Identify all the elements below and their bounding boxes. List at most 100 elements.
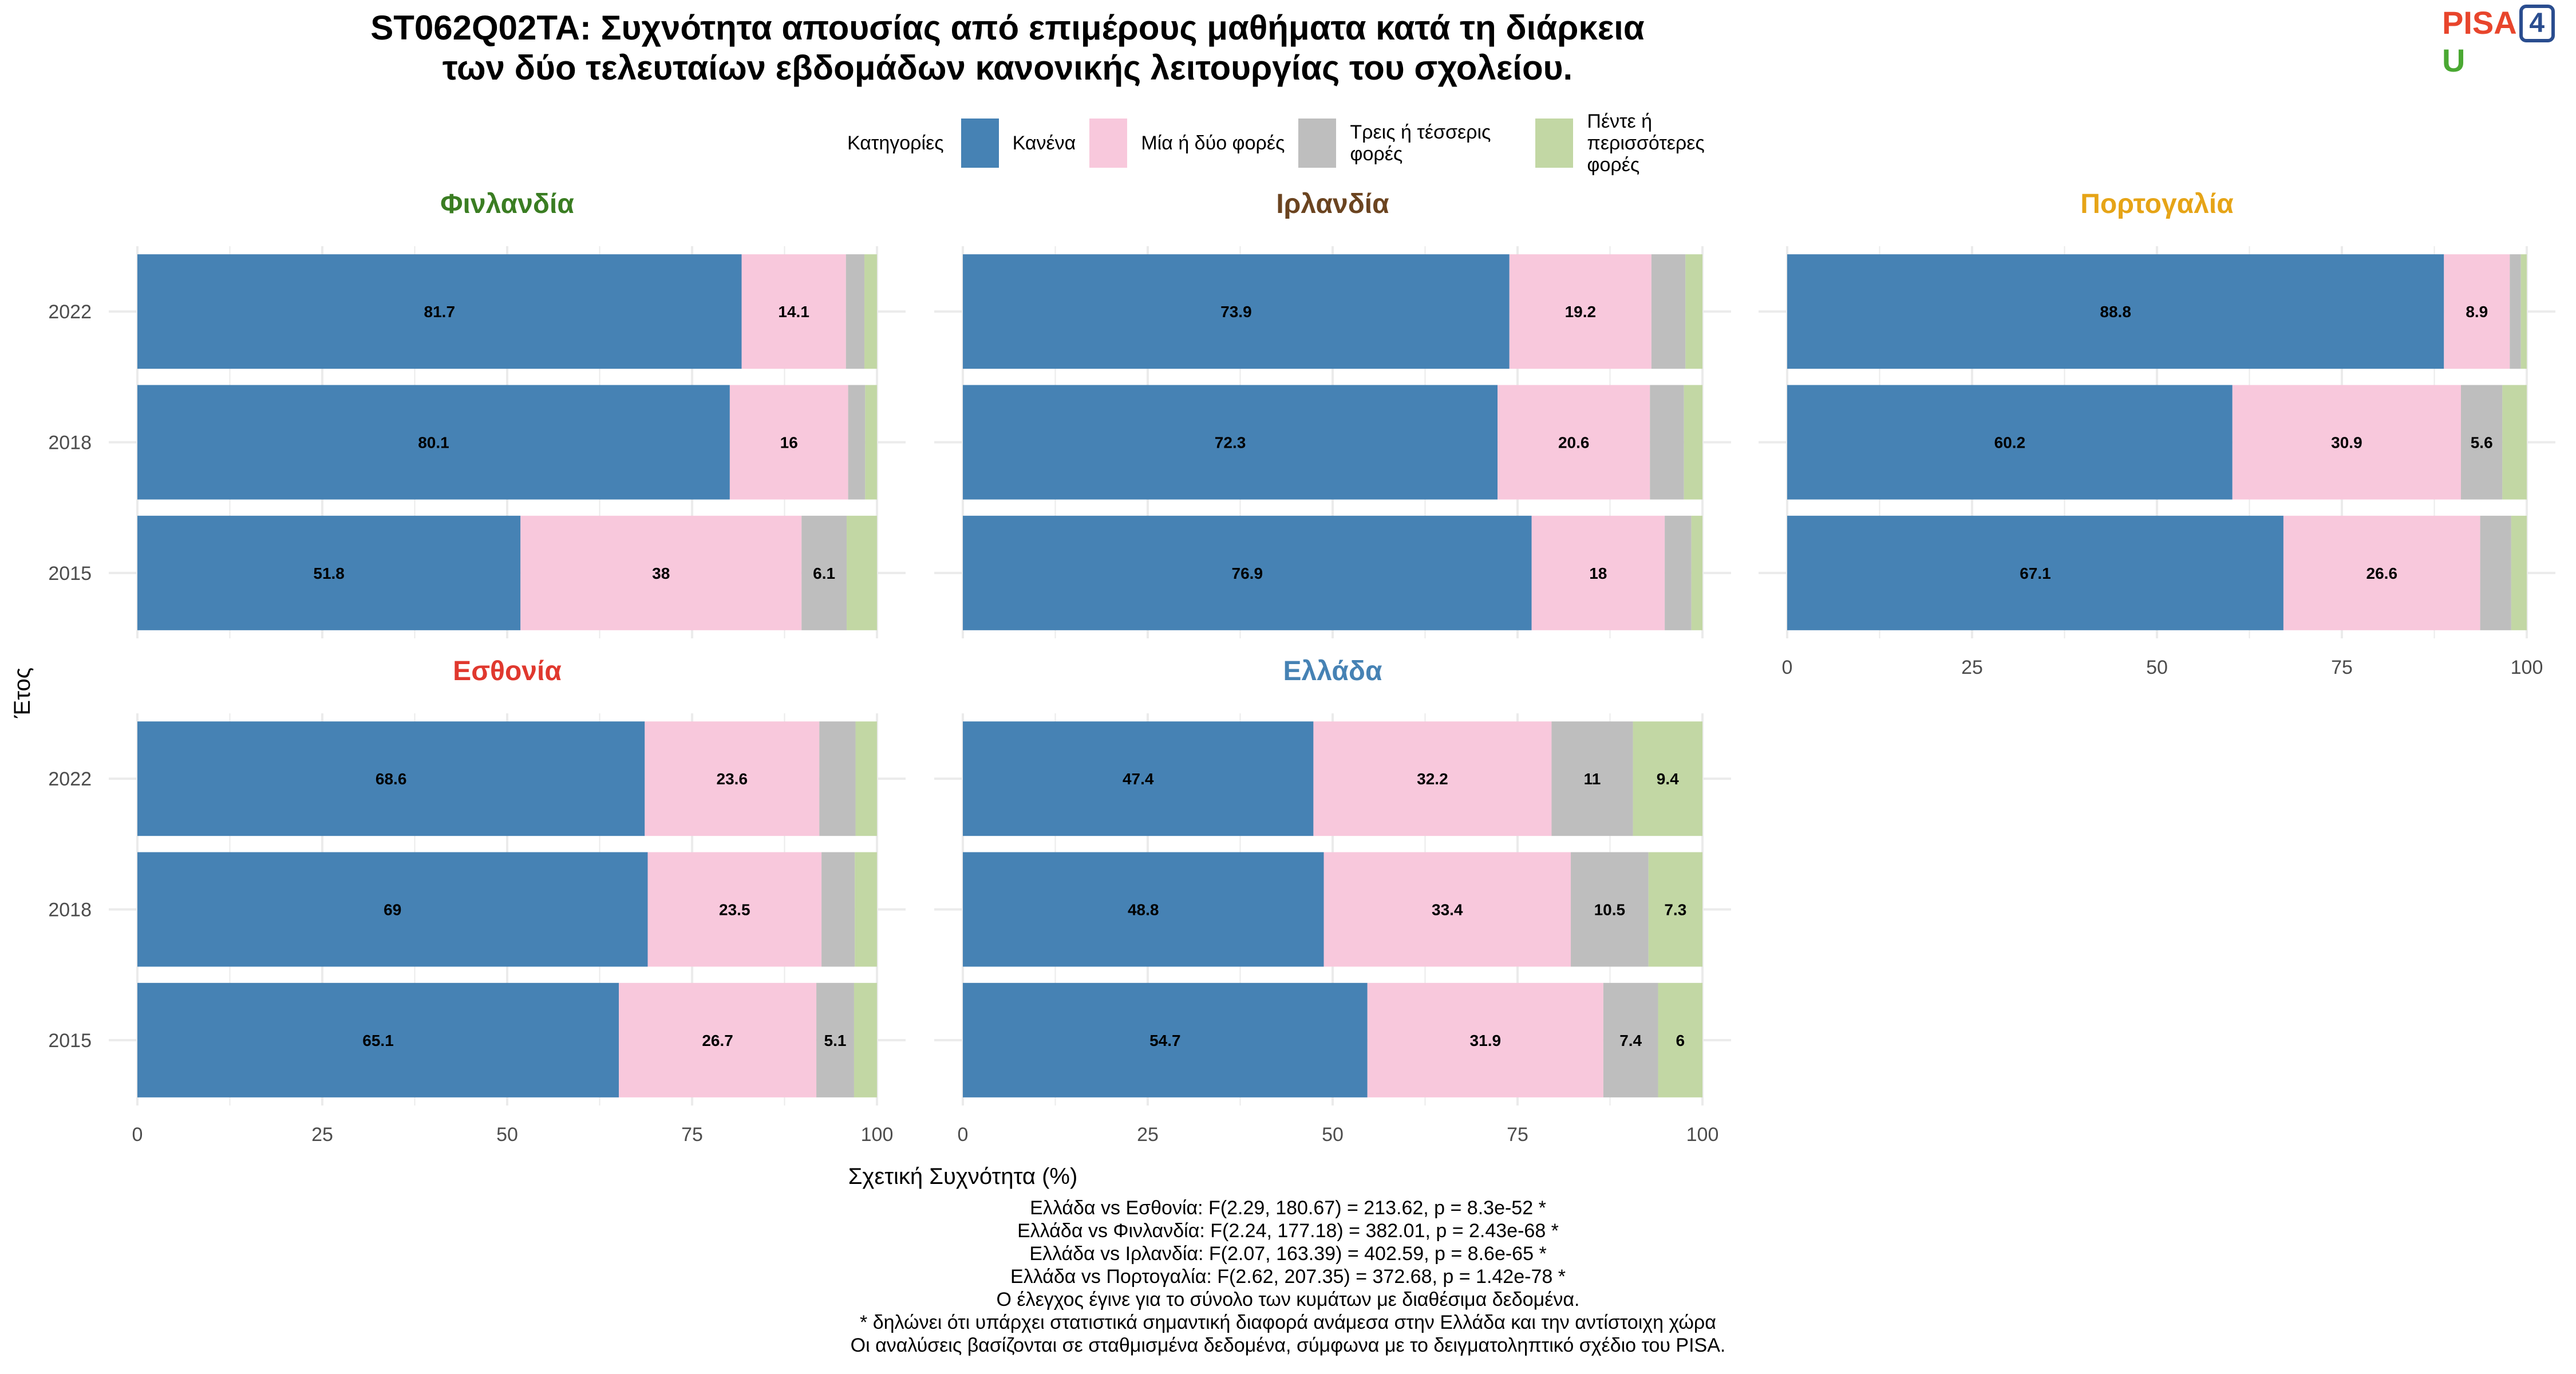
title-line-2: των δύο τελευταίων εβδομάδων κανονικής λ… [442, 49, 1573, 87]
legend-item-five-plus: Πέντε ή περισσότερες φορές [1535, 110, 1759, 176]
panel-3-data-label: 67.1 [2020, 564, 2051, 582]
panel-5-data-label: 7.4 [1619, 1032, 1642, 1049]
panel-1-data-label: 6.1 [813, 564, 835, 582]
panel-2-data-label: 73.9 [1220, 303, 1252, 321]
panel-5-x-tick-label: 0 [958, 1124, 969, 1146]
panel-3-bar-2022-s2 [2444, 254, 2510, 369]
panel-4-x-tick-label: 0 [132, 1124, 143, 1146]
panel-5-bar-2022-s1 [963, 721, 1314, 836]
panel-1-bar-2022-s3 [846, 254, 865, 369]
panel-3-x-tick-label: 50 [2146, 657, 2168, 678]
panel-3-bar-2015-s1 [1787, 515, 2283, 630]
faceted-stacked-bar-chart: Φινλανδία 81.7 14.1 80.1 16 51.8 38 6.1 2022 2018… [10, 189, 2555, 1189]
panel-3-bar-2018-s4 [2502, 385, 2527, 500]
panel-4-data-label: 26.7 [702, 1032, 733, 1049]
panel-4-bar-2022-s1 [137, 721, 645, 836]
panel-5-bar-2022-s4 [1633, 721, 1702, 836]
panel-4-bar-2022-s4 [855, 721, 877, 836]
panel-3-x-tick-label: 0 [1782, 657, 1793, 678]
panel-5-bar-2015-s3 [1603, 982, 1658, 1097]
panel-4-bar-2015-s2 [619, 982, 817, 1097]
panel-4-bar-2018-s4 [855, 852, 877, 967]
panel-1-data-label: 14.1 [778, 303, 809, 321]
panel-1-data-label: 16 [780, 434, 798, 452]
panel-2-title: Ιρλανδία [1276, 189, 1389, 219]
panel-2-data-label: 19.2 [1565, 303, 1597, 321]
panel-1-data-label: 80.1 [418, 434, 449, 452]
panel-2-bar-2015-s2 [1531, 515, 1665, 630]
panel-1-data-label: 81.7 [424, 303, 456, 321]
footer-line-1: Ελλάδα vs Εσθονία: F(2.29, 180.67) = 213… [1030, 1197, 1546, 1219]
panel-1-bar-2018-s3 [848, 385, 866, 500]
logo-text-pisa: PISA [2442, 5, 2517, 41]
panel-5-bar-2015-s1 [963, 982, 1368, 1097]
panel-4-x-tick-label: 25 [311, 1124, 333, 1146]
panel-2-bar-2015-s4 [1691, 515, 1702, 630]
chart-title: ST062Q02TA: Συχνότητα απουσίας από επιμέ… [0, 8, 2015, 88]
panel-1-bar-2022-s2 [741, 254, 846, 369]
panel-1-bar-2022-s4 [864, 254, 877, 369]
panel-3-bar-2015-s4 [2511, 515, 2527, 630]
panel-1-bar-2018-s2 [729, 385, 848, 500]
panel-4-x-tick-label: 75 [681, 1124, 703, 1146]
panel-2-bar-2022-s2 [1509, 254, 1652, 369]
panel-2-bar-2022-s1 [963, 254, 1510, 369]
panel-4-y-tick-label: 2022 [48, 768, 92, 790]
legend-swatch-five-plus [1535, 119, 1574, 168]
panel-4-x-tick-label: 100 [861, 1124, 894, 1146]
panel-3-data-label: 8.9 [2466, 303, 2488, 321]
title-line-1: ST062Q02TA: Συχνότητα απουσίας από επιμέ… [370, 9, 1645, 47]
panel-1-bar-2015-s3 [801, 515, 847, 630]
panel-5-bar-2018-s2 [1323, 852, 1571, 967]
panel-3-data-label: 26.6 [2366, 564, 2398, 582]
panel-3-bar-2022-s4 [2520, 254, 2527, 369]
panel-5-title: Ελλάδα [1283, 656, 1382, 686]
panel-1-data-label: 38 [652, 564, 670, 582]
footer-line-6: * δηλώνει ότι υπάρχει στατιστικά σημαντι… [860, 1312, 1716, 1333]
panel-1-y-tick-label: 2015 [48, 563, 92, 585]
panel-5-data-label: 10.5 [1594, 901, 1626, 919]
panel-5-data-label: 6 [1676, 1032, 1685, 1049]
legend-item-none: Κανένα [961, 119, 1076, 168]
panel-5-data-label: 47.4 [1123, 770, 1154, 788]
y-axis-title: Έτος [10, 668, 35, 718]
panel-5-bar-2022-s3 [1551, 721, 1633, 836]
legend-label-five-plus: Πέντε ή περισσότερες φορές [1587, 110, 1705, 176]
panel-1-y-tick-label: 2022 [48, 301, 92, 323]
panel-3-bar-2018-s2 [2232, 385, 2462, 500]
panel-1-bar-2015-s1 [137, 515, 521, 630]
legend-label-none: Κανένα [1012, 132, 1076, 154]
legend-swatch-none [961, 119, 999, 168]
pisa4u-logo: PISA 4 U [2442, 5, 2576, 79]
panel-4-data-label: 23.6 [717, 770, 748, 788]
panel-4-bar-2015-s1 [137, 982, 619, 1097]
panel-5-data-label: 54.7 [1149, 1032, 1181, 1049]
legend-label-three-four: Τρεις ή τέσσερις φορές [1350, 121, 1491, 165]
panel-5-bar-2022-s2 [1313, 721, 1552, 836]
panel-4-bar-2022-s3 [819, 721, 856, 836]
x-axis-title: Σχετική Συχνότητα (%) [848, 1164, 1078, 1189]
footer-line-2: Ελλάδα vs Φινλανδία: F(2.24, 177.18) = 3… [1017, 1220, 1559, 1242]
panel-2-bar-2015-s3 [1665, 515, 1692, 630]
panel-5-data-label: 33.4 [1432, 901, 1463, 919]
panel-3-data-label: 88.8 [2100, 303, 2131, 321]
panel-3-bar-2022-s3 [2510, 254, 2521, 369]
legend-item-one-two: Μία ή δύο φορές [1089, 119, 1285, 168]
panel-3-data-label: 60.2 [1994, 434, 2026, 452]
panel-1-title: Φινλανδία [440, 189, 574, 219]
panel-4-data-label: 69 [384, 901, 401, 919]
panel-2-bar-2018-s1 [963, 385, 1498, 500]
panel-3-data-label: 30.9 [2331, 434, 2362, 452]
panel-4-data-label: 5.1 [824, 1032, 847, 1049]
legend-label-one-two: Μία ή δύο φορές [1141, 132, 1285, 154]
panel-5-data-label: 32.2 [1417, 770, 1448, 788]
panel-2-bar-2018-s2 [1498, 385, 1650, 500]
panel-5-data-label: 9.4 [1657, 770, 1679, 788]
panel-5-x-tick-label: 25 [1137, 1124, 1159, 1146]
panel-1-data-label: 51.8 [313, 564, 345, 582]
panel-2-bar-2018-s4 [1684, 385, 1702, 500]
panel-1-bar-2018-s4 [865, 385, 877, 500]
panel-4-bar-2018-s2 [647, 852, 822, 967]
panel-5-bar-2018-s4 [1648, 852, 1702, 967]
panel-4-data-label: 65.1 [362, 1032, 394, 1049]
